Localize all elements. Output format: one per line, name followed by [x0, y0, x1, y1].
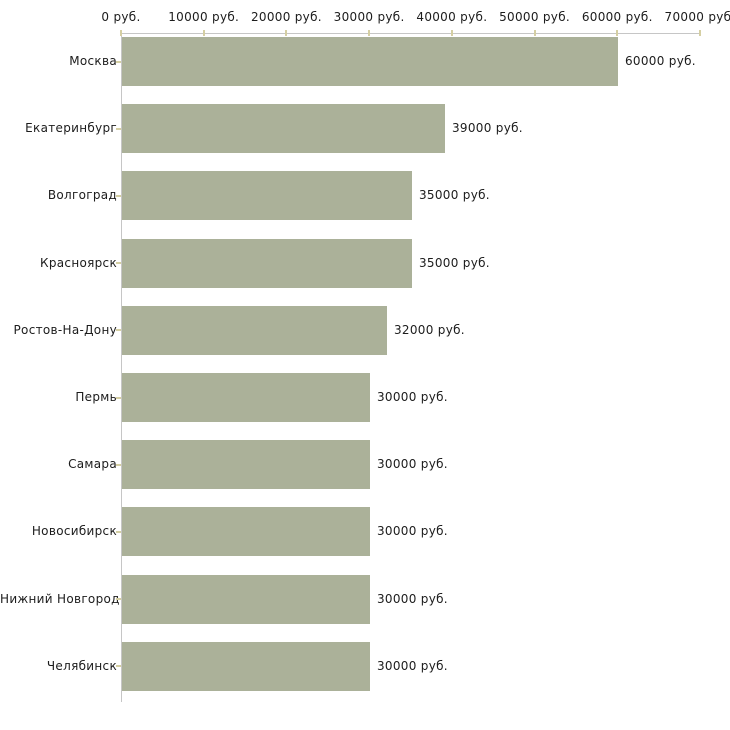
- category-label: Новосибирск: [31, 524, 117, 538]
- bar-value-label: 30000 руб.: [377, 659, 448, 673]
- y-tick-mark: [116, 531, 121, 533]
- bar: [122, 575, 370, 624]
- x-tick-label: 10000 руб.: [168, 10, 240, 24]
- x-tick-label: 70000 руб.: [664, 10, 730, 24]
- y-axis: [121, 33, 122, 702]
- y-tick-mark: [116, 61, 121, 63]
- bar: [122, 306, 387, 355]
- bar-value-label: 60000 руб.: [625, 54, 696, 68]
- bar-value-label: 30000 руб.: [377, 592, 448, 606]
- category-label: Екатеринбург: [25, 121, 117, 135]
- bar-value-label: 32000 руб.: [394, 323, 465, 337]
- bar-value-label: 30000 руб.: [377, 457, 448, 471]
- bar-value-label: 30000 руб.: [377, 390, 448, 404]
- bar: [122, 104, 445, 153]
- x-tick-mark: [699, 30, 701, 36]
- bar-value-label: 30000 руб.: [377, 524, 448, 538]
- bar: [122, 171, 412, 220]
- category-label: Челябинск: [46, 659, 117, 673]
- bar-value-label: 39000 руб.: [452, 121, 523, 135]
- x-tick-label: 30000 руб.: [333, 10, 405, 24]
- y-tick-mark: [116, 464, 121, 466]
- bar-value-label: 35000 руб.: [419, 188, 490, 202]
- y-tick-mark: [116, 397, 121, 399]
- category-label: Самара: [68, 457, 117, 471]
- x-tick-mark: [533, 30, 536, 36]
- x-tick-mark: [616, 30, 619, 36]
- y-tick-mark: [116, 665, 121, 667]
- y-tick-mark: [116, 329, 121, 331]
- y-tick-mark: [116, 195, 121, 197]
- x-tick-mark: [285, 30, 288, 36]
- y-tick-mark: [116, 262, 121, 264]
- y-tick-mark: [116, 598, 121, 600]
- bar: [122, 642, 370, 691]
- category-label: Пермь: [75, 390, 117, 404]
- bar: [122, 507, 370, 556]
- x-tick-mark: [120, 30, 122, 36]
- category-label: Волгоград: [47, 188, 117, 202]
- bar: [122, 373, 370, 422]
- x-tick-label: 60000 руб.: [581, 10, 653, 24]
- category-label: Нижний Новгород: [0, 592, 120, 606]
- y-tick-mark: [116, 128, 121, 130]
- bar: [122, 440, 370, 489]
- bar-value-label: 35000 руб.: [419, 256, 490, 270]
- x-axis: [121, 33, 701, 34]
- x-tick-label: 40000 руб.: [416, 10, 488, 24]
- x-tick-mark: [450, 30, 453, 36]
- bar: [122, 37, 618, 86]
- x-tick-mark: [202, 30, 205, 36]
- x-tick-label: 20000 руб.: [250, 10, 322, 24]
- category-label: Москва: [69, 54, 117, 68]
- x-tick-label: 0 руб.: [101, 10, 141, 24]
- category-label: Ростов-На-Дону: [13, 323, 117, 337]
- bar: [122, 239, 412, 288]
- category-label: Красноярск: [40, 256, 117, 270]
- x-tick-mark: [368, 30, 371, 36]
- x-tick-label: 50000 руб.: [499, 10, 571, 24]
